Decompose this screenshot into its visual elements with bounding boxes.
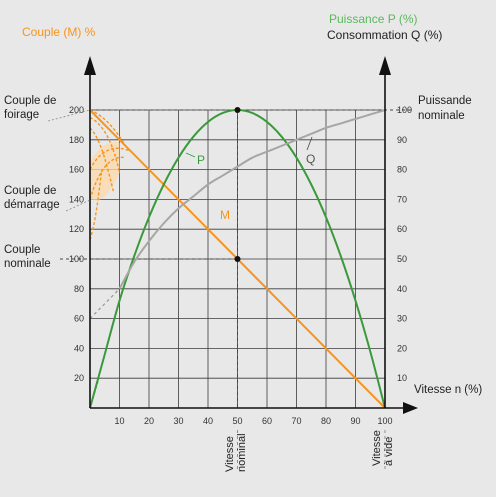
axes [84,56,418,414]
y-left-tick-label: 140 [69,194,84,204]
label-couple-demarrage-2: démarrage [4,199,60,211]
right-axis-arrow [379,56,391,75]
x-tick-label: 10 [114,416,124,426]
grid [90,109,386,408]
curve-label-m: M [220,208,230,222]
x-tick-label: 70 [291,416,301,426]
torque-variant-5 [89,147,132,170]
y-right-tick-label: 20 [397,343,407,353]
label-couple-demarrage-1: Couple de [4,185,56,197]
y-left-tick-label: 160 [69,165,84,175]
curves [89,107,386,409]
x-tick-label: 20 [144,416,154,426]
y-left-tick-label: 40 [74,343,84,353]
foirage-leader [47,109,91,122]
demarrage-leader [65,199,91,212]
torque-variant-2 [89,116,121,173]
label-vitesse-a-vide-1: Vitesse [371,430,383,466]
y-right-tick-label: 60 [397,224,407,234]
label-couple-nominale-1: Couple [4,244,40,256]
y-right-tick-label: 90 [397,135,407,145]
right-axis-title-consumption: Consommation Q (%) [327,28,442,42]
torque-variant-6 [89,169,103,240]
left-axis-title: Couple (M) % [22,25,96,39]
y-left-tick-label: 80 [74,284,84,294]
y-left-tick-label: 200 [69,105,84,115]
x-tick-label: 40 [203,416,213,426]
x-tick-label: 50 [232,416,242,426]
label-vitesse-a-vide-2: à vide [383,437,395,466]
right-axis-title-power: Puissance P (%) [329,12,417,26]
label-vitesse-nominal-1: Vitesse [224,436,236,472]
operating-point-marker [234,107,241,113]
series-q-line [118,109,386,290]
label-puissance-nominale-1: Puissande [418,95,472,107]
label-couple-nominale-2: nominale [4,258,51,270]
y-left-tick-label: 100 [69,254,84,264]
x-tick-label: 30 [173,416,183,426]
curve-label-p: P [197,153,205,167]
p-label-leader [185,152,196,158]
y-right-tick-label: 50 [397,254,407,264]
q-label-leader [306,136,313,151]
label-puissance-nominale-2: nominale [418,110,465,122]
y-right-tick-label: 10 [397,373,407,383]
y-left-tick-label: 180 [69,135,84,145]
x-tick-label: 90 [350,416,360,426]
x-tick-label: 80 [321,416,331,426]
torque-variant-4 [89,156,126,200]
x-tick-label: 60 [262,416,272,426]
y-right-tick-label: 80 [397,165,407,175]
y-right-tick-label: 70 [397,194,407,204]
y-left-tick-label: 20 [74,373,84,383]
label-vitesse-nominal-2: nominal [236,433,248,472]
q-extension [89,288,120,320]
y-right-tick-label: 30 [397,314,407,324]
torque-variant-3 [89,127,115,193]
label-couple-foirage-1: Couple de [4,95,56,107]
y-left-tick-label: 120 [69,224,84,234]
y-left-tick-label: 60 [74,314,84,324]
curve-label-q: Q [306,152,315,166]
tick-labels: 10 20 30 40 50 60 70 80 90 100 20 40 60 80 100 120 140 16… [69,105,412,426]
starting-torque-band [90,142,120,201]
left-axis-arrow [84,56,96,75]
y-right-tick-label: 40 [397,284,407,294]
x-axis-title: Vitesse n (%) [414,384,482,396]
x-tick-label: 100 [377,416,392,426]
x-axis-arrow [403,402,418,414]
label-couple-foirage-2: foirage [4,109,39,121]
y-right-tick-label: 100 [397,105,412,115]
operating-point-marker [234,256,241,262]
